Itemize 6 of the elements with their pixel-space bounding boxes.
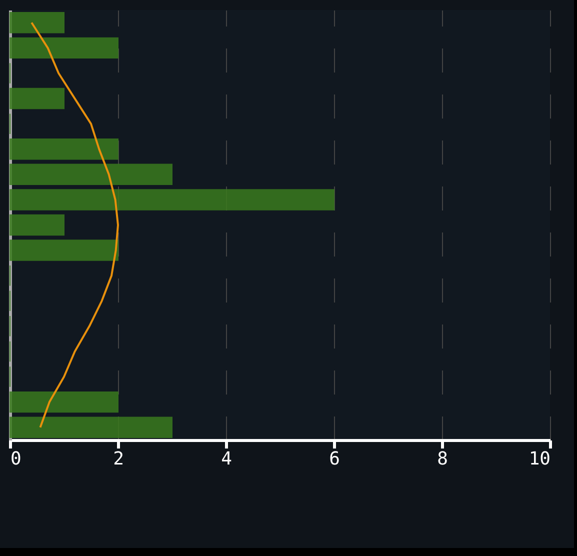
x-tick-label: 2: [113, 448, 124, 470]
x-tick-label: 0: [10, 448, 22, 470]
x-tick-label: 8: [437, 448, 448, 470]
x-tick-label: 4: [221, 448, 232, 470]
x-tick-label: 10: [528, 448, 550, 470]
x-tick-label: 6: [329, 448, 340, 470]
